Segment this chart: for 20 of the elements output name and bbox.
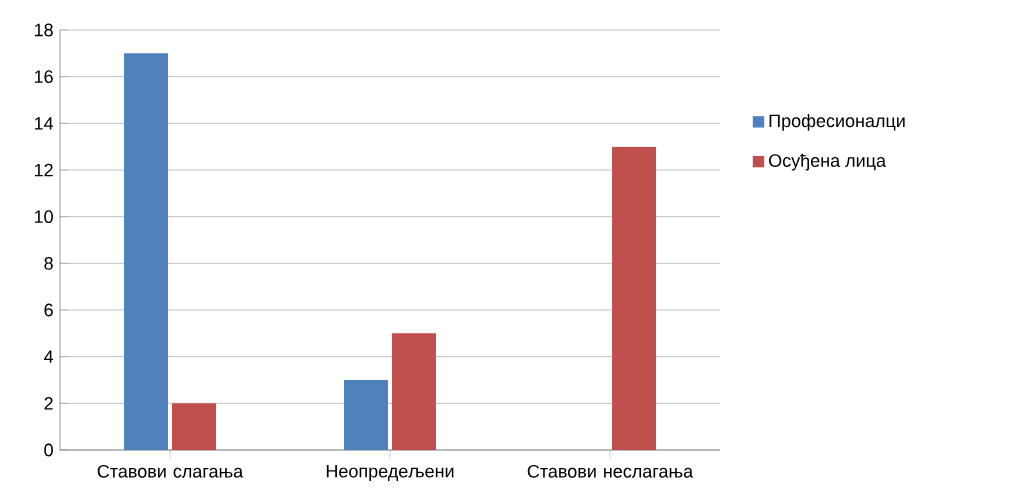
y-tick-label: 4 bbox=[44, 350, 54, 363]
bar bbox=[124, 53, 169, 450]
legend-label: Осуђена лица bbox=[769, 153, 886, 171]
bar bbox=[392, 333, 437, 450]
y-tick-label: 14 bbox=[34, 117, 54, 130]
y-tick-label: 18 bbox=[34, 23, 53, 37]
y-tick-label: 8 bbox=[44, 256, 53, 270]
x-tick-label: Ставови слагања bbox=[97, 464, 244, 478]
bar bbox=[172, 403, 217, 450]
legend-label: Професионалци bbox=[769, 113, 905, 131]
y-tick-label: 10 bbox=[34, 210, 53, 224]
y-tick-label: 2 bbox=[44, 397, 53, 410]
y-tick-label: 6 bbox=[44, 303, 53, 317]
bar bbox=[344, 380, 389, 450]
bar bbox=[612, 146, 657, 450]
x-tick-label: Неопредељени bbox=[326, 464, 454, 482]
x-tick-label: Ставови неслагања bbox=[527, 464, 694, 478]
y-tick-label: 12 bbox=[34, 163, 53, 177]
y-tick-label: 16 bbox=[34, 70, 53, 84]
y-tick-label: 0 bbox=[44, 443, 53, 457]
